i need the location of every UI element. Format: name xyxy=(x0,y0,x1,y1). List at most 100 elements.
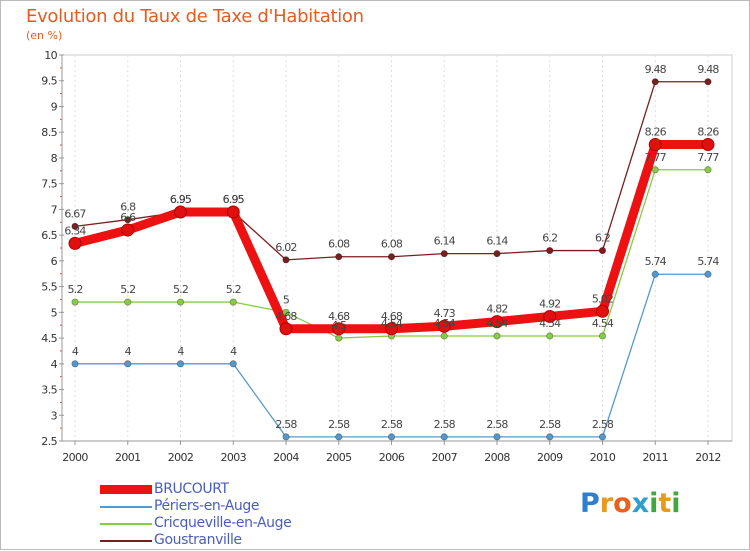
series-periers-label: 5.74 xyxy=(697,255,719,268)
x-tick-label: 2007 xyxy=(431,451,457,464)
series-goustranville-label: 6.2 xyxy=(542,232,557,245)
series-periers-point xyxy=(651,270,659,278)
legend-swatch-periers xyxy=(100,506,152,508)
series-brucourt-point xyxy=(701,138,715,152)
series-brucourt-point xyxy=(648,138,662,152)
series-periers-point xyxy=(440,433,448,441)
series-periers-point xyxy=(493,433,501,441)
series-goustranville-point xyxy=(71,222,79,230)
logo-letter: x xyxy=(631,488,650,519)
series-goustranville-point xyxy=(493,250,501,258)
series-periers-label: 2.58 xyxy=(434,418,456,431)
series-cricqueville-label: 5.2 xyxy=(120,283,135,296)
legend-swatch-cricqueville xyxy=(100,523,152,525)
logo-letter: o xyxy=(613,488,632,519)
x-tick-label: 2008 xyxy=(484,451,510,464)
series-cricqueville-point xyxy=(71,298,79,306)
series-goustranville-label: 6.14 xyxy=(434,235,456,248)
series-brucourt-label: 4.92 xyxy=(539,297,560,310)
series-periers-point xyxy=(704,270,712,278)
chart-title: Evolution du Taux de Taxe d'Habitation xyxy=(26,6,364,27)
series-goustranville-label: 6.67 xyxy=(64,207,86,220)
series-brucourt-point xyxy=(543,309,557,323)
series-periers-label: 4 xyxy=(177,345,184,358)
y-tick-label: 5.5 xyxy=(41,281,57,294)
x-tick-label: 2005 xyxy=(326,451,352,464)
series-brucourt-label: 4.68 xyxy=(328,310,350,323)
series-periers-point xyxy=(71,360,79,368)
series-goustranville-label: 6.14 xyxy=(486,235,508,248)
x-tick-label: 2011 xyxy=(642,451,668,464)
y-tick-label: 7 xyxy=(51,203,58,216)
y-tick-label: 7.5 xyxy=(41,178,57,191)
series-brucourt-label: 4.68 xyxy=(275,310,297,323)
y-tick-label: 4 xyxy=(51,358,58,371)
series-periers-point xyxy=(546,433,554,441)
series-cricqueville-label: 5.2 xyxy=(173,283,188,296)
series-periers-label: 4 xyxy=(230,345,237,358)
series-brucourt-label: 4.68 xyxy=(381,310,403,323)
series-goustranville-label: 6.02 xyxy=(275,241,296,254)
series-periers-label: 2.58 xyxy=(486,418,508,431)
series-cricqueville-point xyxy=(651,166,659,174)
series-brucourt-point xyxy=(332,322,346,336)
series-periers-point xyxy=(229,360,237,368)
series-goustranville-point xyxy=(440,250,448,258)
series-brucourt-point xyxy=(68,236,82,250)
series-cricqueville-point xyxy=(704,166,712,174)
legend-label-cricqueville: Cricqueville-en-Auge xyxy=(154,515,292,531)
x-tick-label: 2009 xyxy=(537,451,563,464)
series-goustranville-point xyxy=(282,256,290,264)
series-cricqueville-point xyxy=(440,332,448,340)
series-brucourt-label: 4.73 xyxy=(434,307,456,320)
series-periers-label: 2.58 xyxy=(592,418,614,431)
series-periers-label: 2.58 xyxy=(275,418,297,431)
series-brucourt-point xyxy=(121,223,135,237)
series-goustranville-point xyxy=(651,78,659,86)
x-tick-label: 2002 xyxy=(168,451,194,464)
y-tick-label: 8 xyxy=(51,152,58,165)
series-periers-label: 4 xyxy=(125,345,132,358)
series-goustranville-point xyxy=(546,246,554,255)
series-cricqueville-point xyxy=(546,332,554,340)
series-goustranville-point xyxy=(704,78,712,86)
series-cricqueville-label: 5.2 xyxy=(226,283,241,296)
series-brucourt-label: 6.95 xyxy=(223,193,245,206)
series-periers-label: 4 xyxy=(72,345,79,358)
series-goustranville-point xyxy=(598,246,607,255)
y-tick-label: 6.5 xyxy=(41,229,57,242)
series-goustranville-label: 6.08 xyxy=(328,238,350,251)
series-goustranville-label: 6.8 xyxy=(120,201,136,214)
series-cricqueville-point xyxy=(598,332,607,340)
series-brucourt-point xyxy=(490,315,504,329)
series-goustranville-label: 6.95 xyxy=(223,193,245,206)
y-tick-label: 3 xyxy=(51,409,58,422)
series-cricqueville-label: 5.2 xyxy=(67,283,82,296)
x-tick-label: 2012 xyxy=(695,451,721,464)
legend-swatch-goustranville xyxy=(100,540,152,542)
series-cricqueville-label: 7.77 xyxy=(697,151,719,164)
legend-swatch-brucourt xyxy=(100,485,152,494)
series-brucourt-point xyxy=(226,205,240,219)
series-cricqueville-point xyxy=(493,332,501,340)
series-cricqueville-label: 4.54 xyxy=(486,317,508,330)
series-cricqueville-label: 5 xyxy=(283,293,290,306)
x-tick-label: 2006 xyxy=(379,451,405,464)
series-brucourt-label: 4.82 xyxy=(486,303,507,316)
logo-letter: t xyxy=(658,488,672,519)
y-tick-label: 6 xyxy=(51,255,58,268)
x-tick-label: 2000 xyxy=(62,451,88,464)
series-cricqueville-label: 4.54 xyxy=(381,317,403,330)
series-brucourt-point xyxy=(437,319,451,333)
y-tick-label: 2.5 xyxy=(41,435,57,448)
series-goustranville-point xyxy=(387,253,396,261)
x-tick-label: 2010 xyxy=(590,451,616,464)
series-goustranville-point xyxy=(124,216,132,224)
series-periers-label: 2.58 xyxy=(328,418,350,431)
series-periers-point xyxy=(335,433,343,441)
chart-subtitle: (en %) xyxy=(26,29,63,42)
logo-letter: r xyxy=(599,488,614,519)
series-cricqueville-label: 4.54 xyxy=(592,317,614,330)
series-brucourt-label: 5.02 xyxy=(592,292,613,305)
series-brucourt-label: 6.6 xyxy=(120,211,136,224)
